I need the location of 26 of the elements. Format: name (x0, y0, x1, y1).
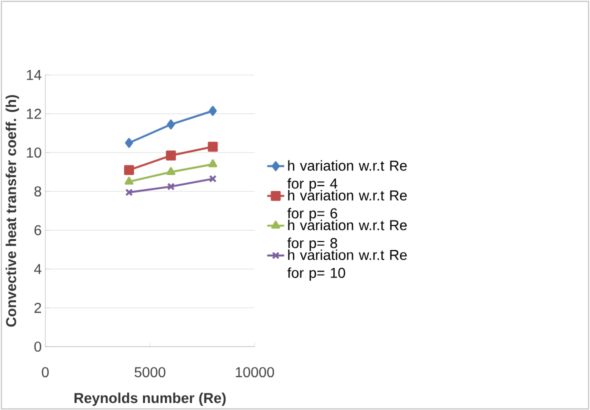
point (208, 106, 217, 116)
point (208, 142, 218, 152)
y-tick-label: 12 (26, 108, 42, 119)
y-tick-label: 10 (26, 147, 42, 158)
y-tick-label: 4 (34, 264, 42, 274)
point (208, 159, 218, 168)
x-axis-title: Reynolds number (Re) (74, 392, 226, 406)
x-tick-label: 10000 (236, 366, 274, 378)
point (166, 119, 175, 130)
point (125, 138, 134, 148)
legend-label: h variation w.r.t Re for p= 10 (287, 249, 407, 281)
point (124, 164, 134, 175)
legend-label: h variation w.r.t Re for p= 8 (287, 220, 407, 251)
y-tick-label: 2 (34, 302, 42, 313)
legend-label: h variation w.r.t Re for p= 4 (287, 160, 407, 192)
x-tick-label: 0 (42, 366, 49, 378)
y-tick-label: 6 (34, 225, 42, 236)
y-axis-title: Convective heat transfer coeff. (h) (6, 94, 20, 327)
y-tick-label: 0 (34, 341, 42, 352)
point (166, 166, 176, 175)
x-tick-label: 5000 (134, 366, 166, 378)
point (167, 182, 175, 190)
point (124, 176, 134, 185)
y-tick-label: 14 (26, 70, 42, 80)
point (166, 150, 176, 160)
y-tick-label: 8 (34, 186, 42, 196)
